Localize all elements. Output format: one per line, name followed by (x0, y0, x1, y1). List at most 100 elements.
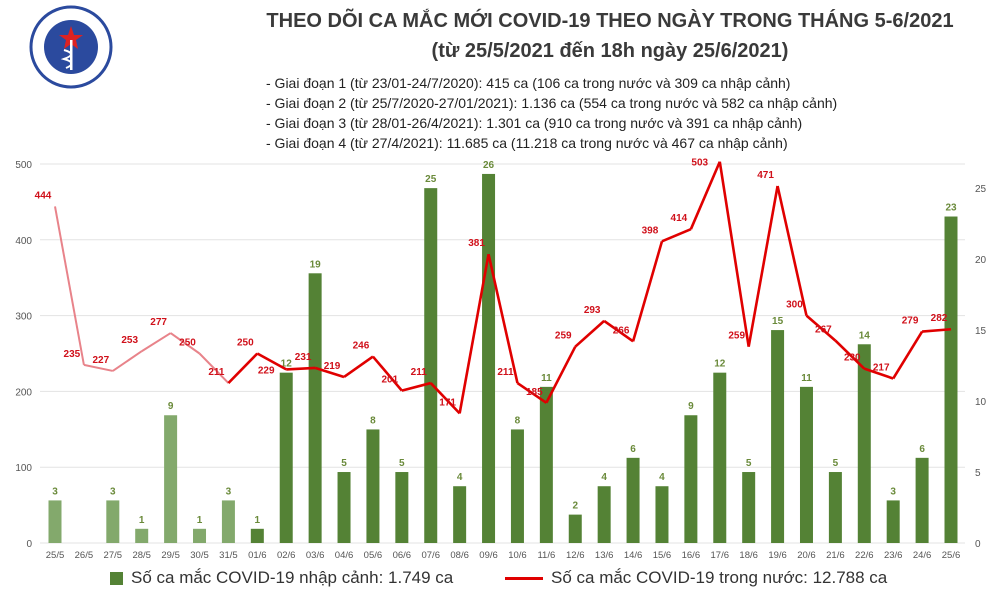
bar (193, 528, 207, 543)
x-axis-tick: 27/5 (104, 550, 123, 561)
line-label: 185 (526, 387, 543, 398)
bar-label: 8 (370, 415, 376, 426)
bar (221, 500, 235, 543)
x-axis-tick: 22/6 (855, 550, 874, 561)
bar-label: 4 (601, 472, 607, 483)
phase-1: - Giai đoạn 1 (từ 23/01-24/7/2020): 415 … (266, 75, 791, 91)
line-segment (256, 352, 287, 371)
x-axis-tick: 10/6 (508, 550, 527, 561)
chart-subtitle: (từ 25/5/2021 đến 18h ngày 25/6/2021) (431, 40, 789, 62)
legend-bar-swatch (110, 571, 123, 585)
line-segment (603, 319, 634, 343)
bar-label: 15 (772, 316, 784, 327)
bar (337, 472, 351, 543)
line-segment (83, 363, 114, 372)
line-segment (574, 319, 606, 348)
line-segment (661, 227, 692, 243)
bar (626, 457, 640, 543)
line-segment (170, 332, 201, 355)
bar (366, 429, 380, 543)
line-label: 414 (671, 213, 688, 224)
line-label: 217 (873, 363, 890, 374)
bar (424, 188, 438, 543)
ministry-logo (29, 5, 113, 89)
bar-label: 5 (341, 458, 347, 469)
x-axis-tick: 25/6 (942, 550, 961, 561)
line-label: 444 (35, 190, 52, 201)
line-label: 259 (555, 331, 572, 342)
line-segment (863, 367, 894, 380)
line-label: 250 (237, 338, 254, 349)
left-axis-tick: 500 (15, 160, 32, 171)
bar-label: 3 (52, 486, 58, 497)
line-segment (343, 355, 374, 379)
bar-label: 1 (197, 515, 203, 526)
line-label: 229 (258, 365, 275, 376)
line-label: 253 (121, 335, 138, 346)
x-axis-tick: 09/6 (479, 550, 498, 561)
bar (742, 472, 756, 543)
bar-label: 6 (630, 444, 636, 455)
line-segment (545, 346, 577, 404)
bar (48, 500, 62, 543)
bar-label: 26 (483, 160, 495, 171)
left-axis-tick: 400 (15, 236, 32, 247)
line-label: 471 (757, 170, 774, 181)
line-segment (401, 381, 432, 392)
right-axis-tick: 25 (975, 184, 987, 195)
right-axis-tick: 15 (975, 326, 987, 337)
bar (135, 528, 149, 543)
x-axis-tick: 25/5 (46, 550, 65, 561)
x-axis-tick: 06/6 (393, 550, 412, 561)
bar-label: 23 (945, 203, 957, 214)
bar-label: 12 (281, 359, 293, 370)
x-axis-tick: 26/5 (75, 550, 94, 561)
bar-label: 3 (226, 486, 232, 497)
line-label: 398 (642, 225, 659, 236)
line-segment (805, 314, 837, 342)
line-segment (631, 240, 664, 342)
x-axis-tick: 28/5 (132, 550, 151, 561)
x-axis-tick: 05/6 (364, 550, 383, 561)
x-axis-tick: 29/5 (161, 550, 180, 561)
x-axis-tick: 23/6 (884, 550, 903, 561)
left-axis-tick: 300 (15, 312, 32, 323)
left-axis-tick: 200 (15, 387, 32, 398)
line-segment (458, 253, 490, 414)
bar (684, 415, 698, 543)
bar (510, 429, 524, 543)
x-axis-tick: 19/6 (768, 550, 787, 561)
legend-line: Số ca mắc COVID-19 trong nước: 12.788 ca (505, 568, 887, 588)
bar-label: 4 (457, 472, 463, 483)
x-axis-tick: 14/6 (624, 550, 643, 561)
line-label: 201 (381, 375, 398, 386)
bar-label: 3 (110, 486, 116, 497)
line-segment (747, 185, 779, 347)
line-label: 235 (64, 349, 81, 360)
right-axis-tick: 0 (975, 539, 981, 550)
line-label: 250 (179, 338, 196, 349)
x-axis-tick: 30/5 (190, 550, 209, 561)
bar (828, 472, 842, 543)
x-axis-tick: 07/6 (421, 550, 440, 561)
x-axis-tick: 15/6 (653, 550, 672, 561)
line-segment (198, 352, 230, 384)
x-axis-tick: 21/6 (826, 550, 845, 561)
bar-label: 14 (859, 330, 871, 341)
bar (915, 457, 929, 543)
bar (164, 415, 178, 543)
line-segment (314, 366, 345, 379)
line-label: 503 (691, 158, 708, 169)
line-label: 266 (613, 325, 630, 336)
x-axis-tick: 08/6 (450, 550, 469, 561)
line-label: 300 (786, 300, 803, 311)
line-label: 231 (295, 352, 312, 363)
bar-label: 5 (399, 458, 405, 469)
bar (857, 344, 871, 543)
line-label: 246 (353, 341, 370, 352)
line-segment (921, 327, 952, 333)
bar (250, 528, 264, 543)
line-segment (286, 366, 316, 371)
bar (279, 372, 293, 543)
bar-label: 11 (541, 373, 552, 384)
